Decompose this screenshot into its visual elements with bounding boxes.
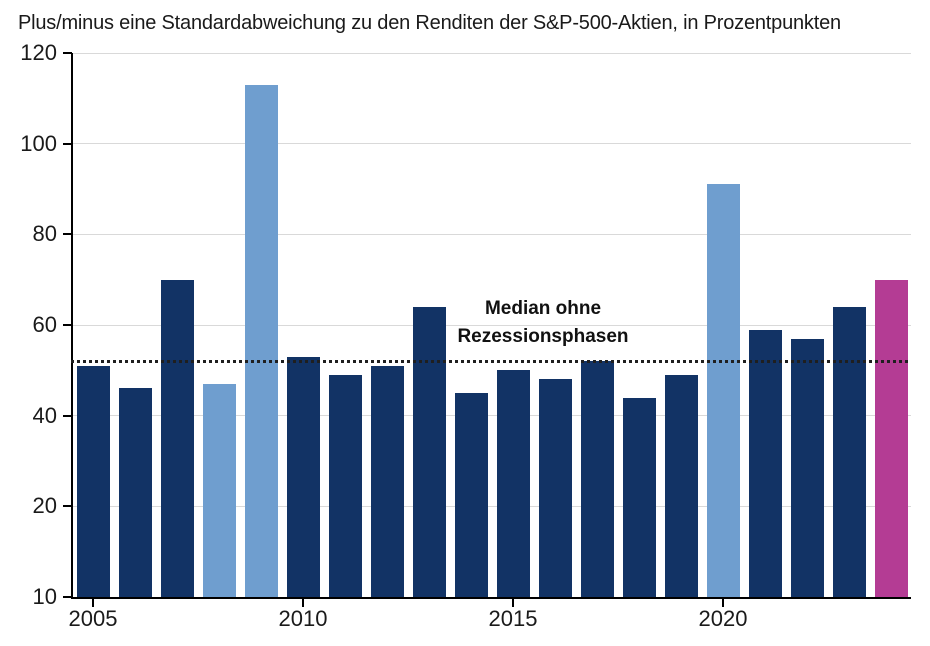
bar-2021 — [748, 329, 782, 597]
y-tick-40 — [63, 414, 72, 417]
gridline-40 — [71, 415, 911, 417]
y-tick-10 — [63, 596, 72, 598]
bar-2022 — [790, 338, 824, 597]
bar-2012 — [370, 365, 404, 597]
y-tick-label-40: 40 — [32, 402, 57, 428]
bar-2013 — [412, 306, 446, 597]
bar-2014 — [454, 393, 488, 597]
bar-2010 — [286, 356, 320, 597]
y-tick-label-10: 10 — [32, 584, 57, 609]
x-tick-label-2010: 2010 — [278, 606, 328, 631]
bar-2009 — [244, 84, 278, 597]
gridline-120 — [71, 52, 911, 54]
y-axis-spine — [71, 53, 73, 599]
median-dotted-line — [71, 359, 911, 363]
y-tick-20 — [63, 505, 72, 508]
y-tick-100 — [63, 142, 72, 145]
bar-2024 — [874, 279, 908, 597]
bar-2008 — [202, 383, 236, 597]
bar-2023 — [832, 306, 866, 597]
x-tick-label-2015: 2015 — [488, 606, 538, 631]
y-tick-label-120: 120 — [20, 40, 57, 65]
bar-2011 — [328, 374, 362, 597]
gridline-60 — [71, 324, 911, 326]
gridline-100 — [71, 143, 911, 145]
bar-2007 — [160, 279, 194, 597]
y-tick-label-100: 100 — [20, 130, 57, 156]
y-tick-label-60: 60 — [32, 312, 57, 337]
median-annotation-line2: Rezessionsphasen — [457, 326, 629, 347]
x-tick-2020 — [722, 599, 724, 607]
x-tick-2015 — [512, 599, 514, 607]
bar-2015 — [496, 370, 530, 597]
y-tick-label-80: 80 — [32, 221, 57, 247]
chart-title: Plus/minus eine Standardabweichung zu de… — [18, 12, 841, 34]
bar-2018 — [622, 397, 656, 597]
y-tick-80 — [63, 233, 72, 236]
x-tick-2005 — [92, 599, 94, 607]
x-tick-2010 — [302, 599, 304, 607]
gridline-80 — [71, 233, 911, 235]
bar-2020 — [706, 184, 740, 597]
x-tick-label-2020: 2020 — [698, 606, 748, 631]
gridline-20 — [71, 505, 911, 507]
bar-2006 — [118, 388, 152, 597]
bar-2017 — [580, 361, 614, 597]
y-tick-120 — [63, 52, 72, 54]
y-tick-label-20: 20 — [32, 493, 57, 519]
bar-2016 — [538, 379, 572, 597]
bar-2019 — [664, 374, 698, 597]
median-annotation-line1: Median ohne — [484, 298, 602, 319]
x-tick-label-2005: 2005 — [68, 606, 118, 631]
bar-2005 — [76, 365, 110, 597]
median-annotation: Median ohne Rezessionsphasen — [423, 295, 663, 351]
x-axis-baseline — [71, 597, 911, 599]
y-tick-60 — [63, 324, 72, 326]
